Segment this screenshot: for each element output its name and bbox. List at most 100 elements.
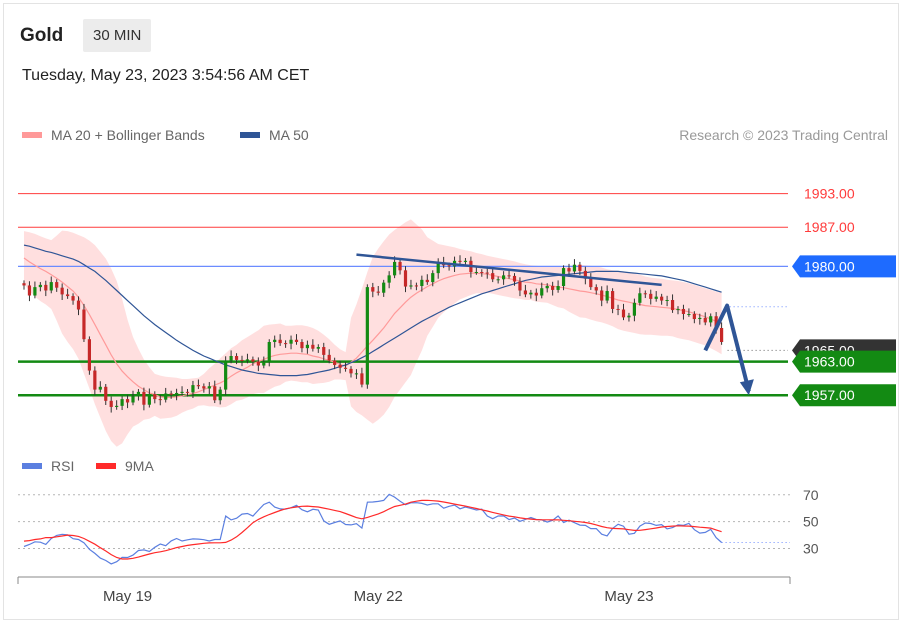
rsi-tick-label: 30 — [803, 541, 819, 557]
candle-body — [327, 354, 331, 361]
candle-body — [545, 286, 549, 289]
legend-swatch-9ma — [96, 463, 116, 469]
candle-body — [191, 385, 195, 393]
candle-body — [82, 309, 86, 340]
candle-body — [398, 261, 402, 271]
candle-body — [463, 260, 468, 262]
legend-item-9ma: 9MA — [96, 458, 154, 474]
candle-body — [605, 291, 609, 301]
candle-body — [387, 275, 391, 283]
support-label: 1957.00 — [804, 387, 855, 403]
support-label-box — [792, 384, 896, 407]
support-label: 1963.00 — [804, 354, 855, 370]
candle-body — [518, 281, 522, 291]
candle-body — [311, 344, 315, 349]
candle-body — [414, 285, 418, 287]
candle-body — [436, 262, 440, 274]
candle-body — [240, 359, 244, 361]
pivot-label: 1980.00 — [804, 258, 855, 274]
candle-body — [175, 392, 179, 395]
candle-body — [55, 282, 59, 288]
candle-body — [687, 314, 691, 315]
candle-body — [71, 296, 75, 301]
scenario-arrowhead — [739, 379, 754, 396]
candle-body — [403, 270, 408, 287]
candle-body — [153, 394, 157, 400]
candle-body — [300, 342, 304, 349]
candle-body — [632, 302, 636, 316]
candle-body — [458, 260, 462, 262]
candle-body — [180, 391, 184, 393]
candle-body — [616, 308, 620, 310]
rsi-tick-label: 50 — [803, 514, 819, 530]
candle-body — [567, 268, 571, 272]
candle-body — [654, 296, 658, 299]
candle-body — [360, 373, 364, 385]
candle-body — [60, 287, 64, 295]
chart-frame — [3, 3, 899, 620]
pivot-label-box — [792, 255, 896, 278]
candle-body — [289, 339, 293, 344]
candle-body — [496, 279, 500, 281]
candle-body — [115, 405, 119, 407]
candle-body — [523, 290, 527, 295]
candle-body — [709, 316, 713, 323]
legend-label-rsi: RSI — [51, 458, 75, 474]
candle-body — [431, 273, 435, 283]
candle-body — [213, 386, 217, 401]
legend-swatch-rsi — [22, 463, 42, 469]
legend-label-ma20: MA 20 + Bollinger Bands — [51, 127, 205, 143]
candle-body — [76, 300, 81, 310]
candle-body — [600, 290, 604, 301]
candle-body — [665, 300, 669, 301]
candle-body — [169, 393, 173, 395]
candle-body — [164, 393, 168, 400]
candle-body — [703, 317, 707, 323]
candle-body — [540, 288, 544, 296]
candle-body — [420, 279, 424, 286]
candle-body — [142, 391, 146, 405]
candle-body — [354, 373, 359, 375]
candle-body — [316, 347, 320, 349]
candle-body — [338, 364, 342, 368]
candle-body — [485, 272, 489, 274]
candle-body — [409, 285, 413, 287]
candle-body — [589, 278, 593, 288]
ma20-line — [23, 257, 722, 398]
candle-body — [643, 293, 647, 295]
candle-body — [534, 292, 538, 296]
candle-body — [491, 273, 495, 280]
legend-swatch-ma50 — [240, 132, 260, 138]
x-tick-label: May 23 — [604, 588, 653, 605]
candle-body — [670, 300, 675, 311]
candle-body — [98, 386, 102, 390]
candle-body — [393, 261, 397, 276]
candle-body — [218, 389, 222, 401]
candle-body — [714, 316, 718, 328]
candle-body — [660, 296, 664, 301]
candle-body — [692, 314, 696, 320]
candle-body — [561, 268, 566, 286]
candle-body — [365, 287, 369, 385]
candle-body — [333, 360, 337, 365]
candle-body — [245, 359, 250, 361]
legend-item-ma20: MA 20 + Bollinger Bands — [22, 127, 205, 143]
candle-body — [131, 396, 135, 403]
legend-label-ma50: MA 50 — [269, 127, 309, 143]
candle-body — [229, 356, 233, 361]
candle-body — [93, 370, 97, 390]
candle-body — [66, 294, 70, 297]
legend-item-ma50: MA 50 — [240, 127, 309, 143]
legend-swatch-ma20 — [22, 132, 42, 138]
9ma-line — [23, 499, 722, 560]
candle-body — [583, 270, 587, 279]
rsi-tick-label: 70 — [803, 487, 819, 503]
timeframe-button[interactable]: 30 MIN — [83, 19, 152, 52]
trendline — [356, 253, 662, 287]
candle-body — [698, 317, 702, 320]
bollinger-band-area — [24, 219, 722, 447]
candle-body — [474, 272, 478, 273]
candle-body — [262, 362, 266, 366]
candle-body — [322, 347, 326, 355]
